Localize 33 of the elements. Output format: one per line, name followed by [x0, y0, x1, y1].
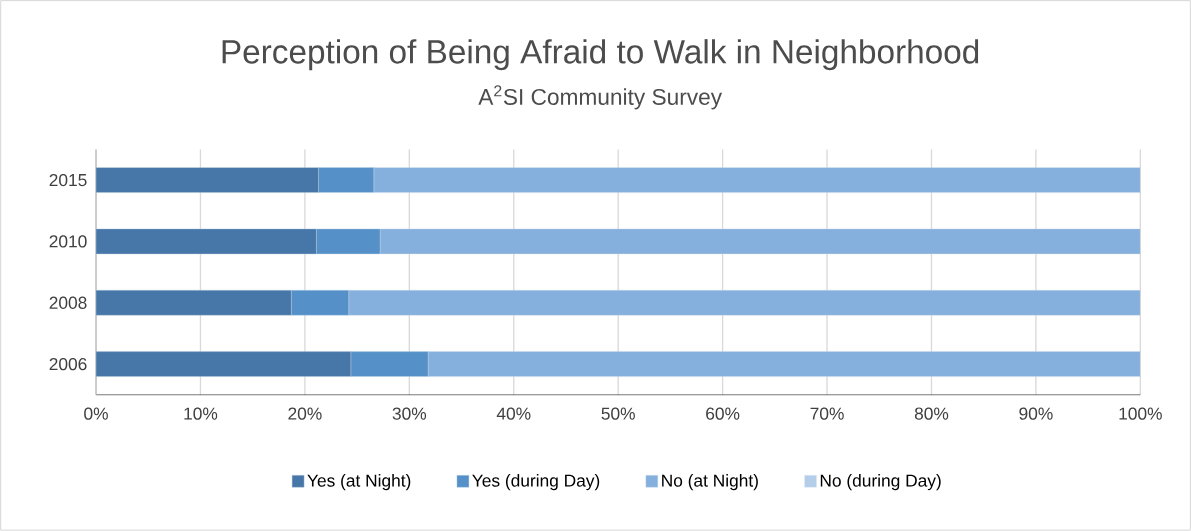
legend-label: Yes (during Day) [472, 474, 600, 491]
x-tick-label: 20% [288, 407, 322, 420]
y-tick-label: 2015 [49, 174, 87, 187]
bar [96, 167, 319, 193]
bar [96, 351, 352, 377]
x-tick-label: 80% [914, 407, 949, 420]
x-tick-label: 0% [84, 407, 108, 420]
y-tick-label: 2010 [49, 235, 87, 248]
bar [379, 228, 1141, 255]
legend-label: No (during Day) [820, 474, 941, 491]
bar [318, 167, 375, 193]
x-tick-label: 40% [496, 407, 531, 420]
bar [96, 290, 292, 316]
x-tick-label: 60% [706, 407, 740, 420]
chart-title: Perception of Being Afraid to Walk in Neighborhood [222, 39, 979, 71]
bar [291, 290, 349, 316]
x-tick-label: 10% [184, 407, 218, 420]
bar [96, 228, 317, 255]
x-tick-label: 90% [1019, 407, 1053, 420]
bar [350, 351, 429, 377]
y-tick-label: 2008 [49, 296, 87, 309]
x-tick-label: 70% [810, 407, 844, 420]
x-tick-label: 30% [392, 407, 427, 420]
bar [316, 228, 381, 255]
x-tick-label: 50% [601, 407, 635, 420]
x-tick-label: 100% [1119, 407, 1162, 420]
legend-label: Yes (at Night) [307, 474, 411, 491]
chart-subtitle: A$^{2}$SI Community Survey [478, 85, 723, 110]
bar [348, 290, 1141, 316]
bar [427, 351, 1141, 377]
legend-label: No (at Night) [662, 474, 758, 491]
y-tick-label: 2006 [49, 358, 87, 371]
bar [373, 167, 1141, 193]
